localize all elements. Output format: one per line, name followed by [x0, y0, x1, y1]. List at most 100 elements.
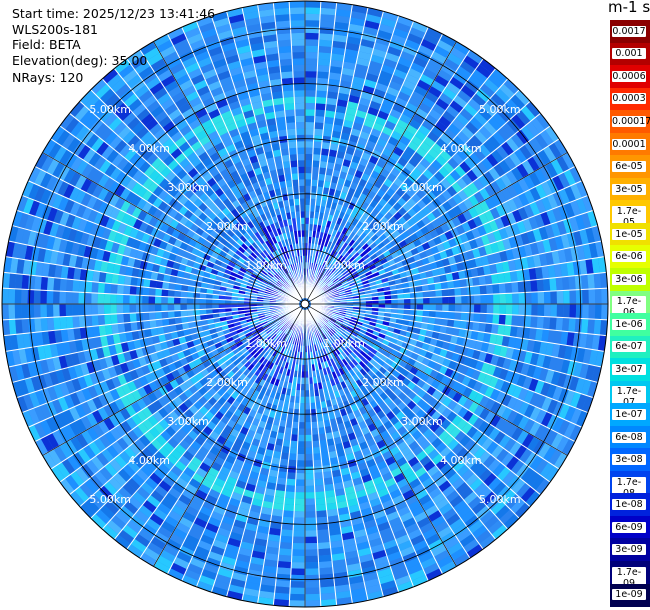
ppi-cell [530, 315, 538, 329]
ppi-cell [274, 284, 281, 290]
ppi-cell [349, 161, 359, 170]
ppi-cell [311, 179, 318, 187]
ppi-cell [150, 490, 165, 503]
ppi-cell [272, 315, 280, 321]
ppi-cell [523, 174, 536, 190]
ppi-cell [426, 406, 437, 418]
ppi-cell [334, 321, 342, 327]
ppi-cell [520, 232, 530, 246]
ppi-cell [431, 453, 444, 466]
ppi-cell [450, 263, 459, 273]
ppi-cell [100, 335, 109, 348]
ppi-cell [249, 276, 257, 282]
ppi-cell [2, 304, 9, 320]
ppi-cell [370, 391, 380, 400]
ppi-cell [501, 406, 513, 421]
ppi-cell [219, 362, 228, 371]
ppi-cell [156, 247, 165, 258]
ppi-cell [18, 243, 28, 260]
ppi-cell [150, 327, 159, 337]
ppi-cell [230, 271, 238, 278]
ppi-cell [384, 312, 391, 318]
ppi-cell [119, 332, 127, 344]
ppi-cell [464, 514, 480, 529]
ppi-cell [341, 323, 348, 329]
ppi-cell [550, 304, 557, 318]
ppi-cell [232, 358, 241, 367]
ppi-cell [34, 405, 46, 423]
ppi-cell [311, 428, 319, 435]
ppi-cell [426, 276, 435, 285]
ppi-cell [126, 116, 141, 131]
ppi-cell [315, 497, 326, 505]
ppi-cell [316, 77, 329, 85]
ppi-cell [125, 392, 137, 405]
ppi-cell [115, 423, 127, 438]
ppi-cell [168, 346, 177, 356]
ppi-cell [207, 283, 215, 290]
ppi-cell [387, 136, 400, 147]
ppi-cell [350, 259, 358, 266]
ppi-cell [328, 450, 338, 459]
ppi-cell [224, 299, 232, 304]
ppi-cell [206, 308, 213, 315]
ppi-cell [153, 422, 165, 435]
ppi-cell [221, 224, 231, 234]
ppi-cell [78, 292, 86, 304]
ppi-cell [362, 210, 371, 219]
ppi-cell [229, 245, 238, 254]
ppi-cell [326, 438, 335, 446]
ppi-cell [213, 477, 226, 488]
ppi-cell [173, 190, 184, 202]
ppi-cell [152, 237, 162, 248]
ppi-cell [104, 430, 117, 445]
ppi-cell [541, 265, 550, 279]
ppi-cell [486, 284, 494, 295]
ppi-cell [497, 466, 511, 482]
ppi-cell [460, 312, 468, 321]
ppi-cell [267, 475, 278, 484]
ppi-cell [332, 313, 339, 317]
ppi-cell [264, 449, 274, 458]
ppi-cell [196, 511, 211, 523]
ppi-cell [429, 421, 441, 433]
ppi-cell [266, 254, 273, 262]
ppi-cell [275, 483, 286, 492]
ppi-cell [390, 361, 399, 370]
ppi-cell [132, 425, 144, 439]
ppi-cell [404, 146, 416, 157]
ppi-cell [265, 367, 272, 376]
ppi-cell [350, 316, 358, 321]
ppi-cell [516, 269, 524, 282]
ppi-cell [357, 137, 368, 146]
ppi-cell [288, 336, 293, 344]
ppi-cell [446, 208, 458, 220]
ppi-cell [447, 157, 460, 170]
ppi-cell [527, 156, 540, 172]
ppi-cell [356, 435, 367, 445]
ppi-cell [106, 262, 115, 274]
ppi-cell [273, 444, 283, 453]
ppi-cell [143, 547, 160, 561]
ppi-cell [371, 374, 380, 383]
ppi-cell [446, 52, 464, 66]
ppi-cell [344, 316, 351, 322]
ppi-cell [313, 459, 322, 467]
ppi-cell [563, 169, 576, 186]
ppi-cell [386, 46, 403, 57]
ppi-cell [448, 237, 458, 248]
ppi-cell [466, 49, 484, 64]
ppi-cell [484, 323, 493, 334]
ppi-cell [384, 220, 393, 230]
ppi-cell [535, 113, 551, 130]
ppi-cell [319, 328, 325, 335]
ppi-cell [290, 574, 305, 582]
ppi-cell [548, 237, 558, 252]
ppi-cell [305, 390, 310, 397]
ppi-cell [301, 371, 305, 378]
ppi-cell [389, 108, 403, 120]
ppi-cell [272, 418, 281, 426]
ppi-cell [357, 331, 365, 338]
ppi-cell [490, 93, 506, 108]
ppi-cell [447, 472, 461, 485]
